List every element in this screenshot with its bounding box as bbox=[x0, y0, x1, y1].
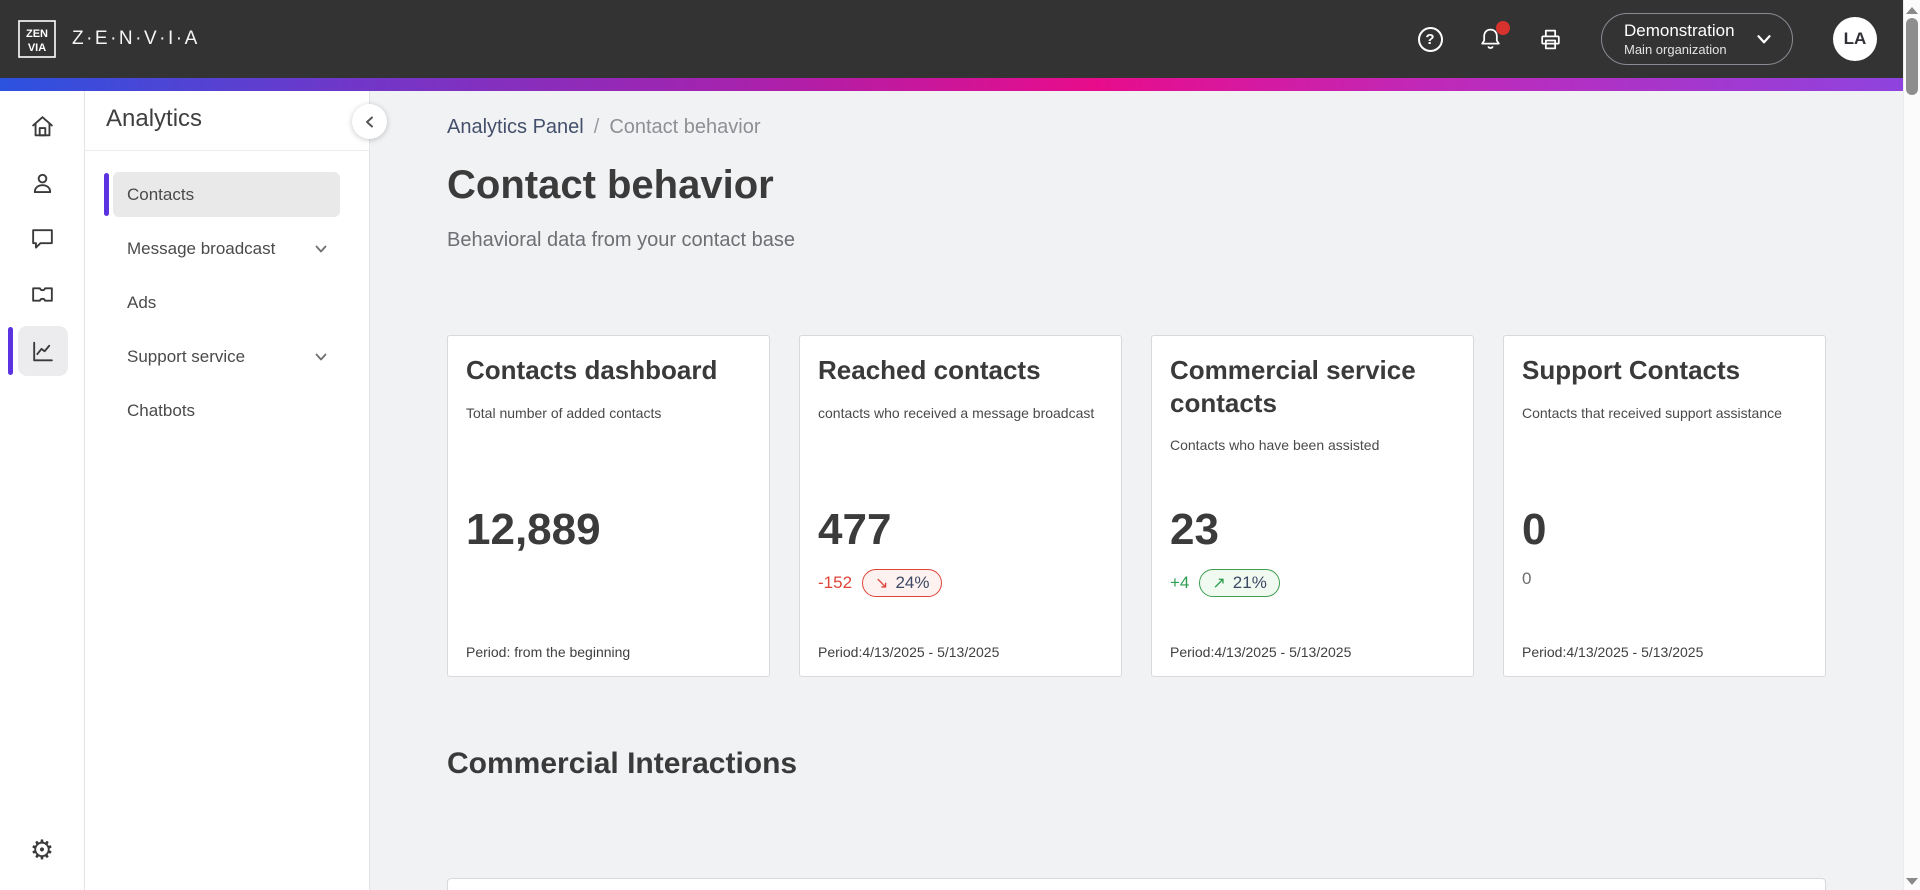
organization-subtitle: Main organization bbox=[1624, 41, 1727, 57]
card-description: Contacts who have been assisted bbox=[1170, 437, 1380, 453]
card-value: 23 bbox=[1170, 505, 1219, 554]
chevron-down-icon bbox=[312, 348, 330, 366]
brand-wordmark: Z·E·N·V·I·A bbox=[72, 28, 200, 49]
trend-badge-up: ↗ 21% bbox=[1199, 569, 1280, 597]
sidebar-active-indicator bbox=[104, 173, 109, 216]
commercial-interactions-card-partial bbox=[447, 878, 1826, 890]
gear-glyph: ⚙ bbox=[29, 835, 55, 865]
delta-percent: 21% bbox=[1232, 573, 1267, 592]
scrollbar-down-arrow[interactable] bbox=[1906, 878, 1918, 885]
sidebar-item-label: Contacts bbox=[127, 184, 195, 204]
vertical-scrollbar[interactable] bbox=[1903, 0, 1920, 890]
card-description: Total number of added contacts bbox=[466, 404, 662, 421]
organization-name: Demonstration bbox=[1624, 21, 1735, 41]
section-title-commercial-interactions: Commercial Interactions bbox=[447, 747, 798, 780]
settings-gear-icon[interactable]: ⚙ bbox=[0, 837, 84, 864]
card-title: Reached contacts bbox=[818, 355, 1041, 385]
page-subtitle: Behavioral data from your contact base bbox=[447, 229, 795, 251]
card-title: Commercial service contacts bbox=[1170, 355, 1416, 418]
card-support-contacts: Support Contacts Contacts that received … bbox=[1503, 335, 1826, 677]
notifications-bell-icon[interactable] bbox=[1475, 21, 1510, 54]
card-title: Support Contacts bbox=[1522, 355, 1741, 385]
sidebar-item-chatbots[interactable]: Chatbots bbox=[113, 388, 340, 433]
user-avatar[interactable]: LA bbox=[1833, 17, 1877, 61]
breadcrumb-current: Contact behavior bbox=[609, 116, 761, 138]
kpi-cards-row: Contacts dashboard Total number of added… bbox=[447, 335, 1826, 677]
chevron-down-icon bbox=[312, 240, 330, 258]
sidebar-divider bbox=[85, 150, 369, 151]
scrollbar-thumb[interactable] bbox=[1906, 18, 1918, 95]
sidebar-title: Analytics bbox=[106, 105, 203, 132]
chat-bubble-icon[interactable] bbox=[0, 225, 84, 252]
delta-percent: 24% bbox=[895, 573, 930, 592]
delta-value: -152 bbox=[818, 573, 853, 592]
organization-switcher[interactable]: Demonstration Main organization bbox=[1601, 13, 1793, 65]
breadcrumb-parent-link[interactable]: Analytics Panel bbox=[447, 116, 584, 138]
svg-text:ZEN: ZEN bbox=[26, 28, 48, 40]
sidebar-item-label: Message broadcast bbox=[127, 238, 276, 258]
card-contacts-dashboard: Contacts dashboard Total number of added… bbox=[447, 335, 770, 677]
card-delta-row: 0 bbox=[1522, 569, 1531, 589]
notification-badge-dot bbox=[1496, 21, 1510, 35]
card-reached-contacts: Reached contacts contacts who received a… bbox=[799, 335, 1122, 677]
scrollbar-up-arrow[interactable] bbox=[1906, 7, 1918, 14]
sidebar-item-support-service[interactable]: Support service bbox=[113, 334, 340, 379]
sidebar-item-label: Support service bbox=[127, 346, 246, 366]
sidebar-item-message-broadcast[interactable]: Message broadcast bbox=[113, 226, 340, 271]
sidebar-nav: Contacts Message broadcast Ads Support s… bbox=[85, 172, 369, 442]
topbar-actions: ? Demonstration Main organiza bbox=[1385, 13, 1877, 65]
card-value: 12,889 bbox=[466, 505, 601, 554]
main-content: Analytics Panel / Contact behavior Conta… bbox=[371, 91, 1903, 890]
card-period: Period: from the beginning bbox=[466, 644, 631, 660]
card-value: 0 bbox=[1522, 505, 1547, 554]
help-icon[interactable]: ? bbox=[1415, 24, 1445, 54]
sidebar-item-ads[interactable]: Ads bbox=[113, 280, 340, 325]
zenvia-logo-icon[interactable]: ZEN VIA bbox=[16, 18, 58, 60]
ticket-icon[interactable] bbox=[0, 281, 84, 308]
trend-badge-down: ↘ 24% bbox=[862, 569, 943, 597]
organization-info: Demonstration Main organization bbox=[1624, 20, 1735, 58]
breadcrumb-separator: / bbox=[593, 116, 600, 138]
secondary-value: 0 bbox=[1522, 569, 1532, 588]
page-title: Contact behavior bbox=[447, 163, 774, 207]
delta-value: +4 bbox=[1170, 573, 1190, 592]
avatar-initials: LA bbox=[1843, 29, 1867, 48]
trend-down-icon: ↘ bbox=[875, 575, 889, 592]
card-period: Period:4/13/2025 - 5/13/2025 bbox=[1170, 644, 1352, 660]
analytics-chart-icon[interactable] bbox=[0, 338, 84, 365]
sidebar-item-label: Chatbots bbox=[127, 400, 196, 420]
card-period: Period:4/13/2025 - 5/13/2025 bbox=[1522, 644, 1704, 660]
trend-up-icon: ↗ bbox=[1212, 575, 1226, 592]
top-bar: ZEN VIA Z·E·N·V·I·A ? bbox=[0, 0, 1920, 78]
card-delta-row: -152 ↘ 24% bbox=[818, 569, 943, 597]
svg-text:VIA: VIA bbox=[28, 42, 46, 54]
rail-active-indicator bbox=[8, 327, 13, 375]
brand-gradient-bar bbox=[0, 78, 1920, 91]
help-glyph: ? bbox=[1425, 30, 1435, 48]
card-commercial-service-contacts: Commercial service contacts Contacts who… bbox=[1151, 335, 1474, 677]
card-description: Contacts that received support assistanc… bbox=[1522, 404, 1782, 421]
sidebar-collapse-button[interactable] bbox=[352, 104, 387, 139]
icon-rail: ⚙ bbox=[0, 91, 85, 890]
card-delta-row: +4 ↗ 21% bbox=[1170, 569, 1280, 597]
breadcrumb: Analytics Panel / Contact behavior bbox=[447, 116, 761, 139]
sidebar-item-label: Ads bbox=[127, 292, 157, 312]
chevron-down-icon bbox=[1753, 28, 1775, 50]
card-description: contacts who received a message broadcas… bbox=[818, 404, 1095, 421]
card-value: 477 bbox=[818, 505, 892, 554]
sidebar-item-contacts[interactable]: Contacts bbox=[104, 172, 340, 217]
card-period: Period:4/13/2025 - 5/13/2025 bbox=[818, 644, 1000, 660]
printer-icon[interactable] bbox=[1535, 24, 1565, 54]
home-icon[interactable] bbox=[0, 113, 84, 140]
analytics-sidebar: Analytics Contacts Message broadcast bbox=[85, 91, 387, 890]
card-title: Contacts dashboard bbox=[466, 355, 718, 385]
contacts-person-icon[interactable] bbox=[0, 170, 84, 197]
